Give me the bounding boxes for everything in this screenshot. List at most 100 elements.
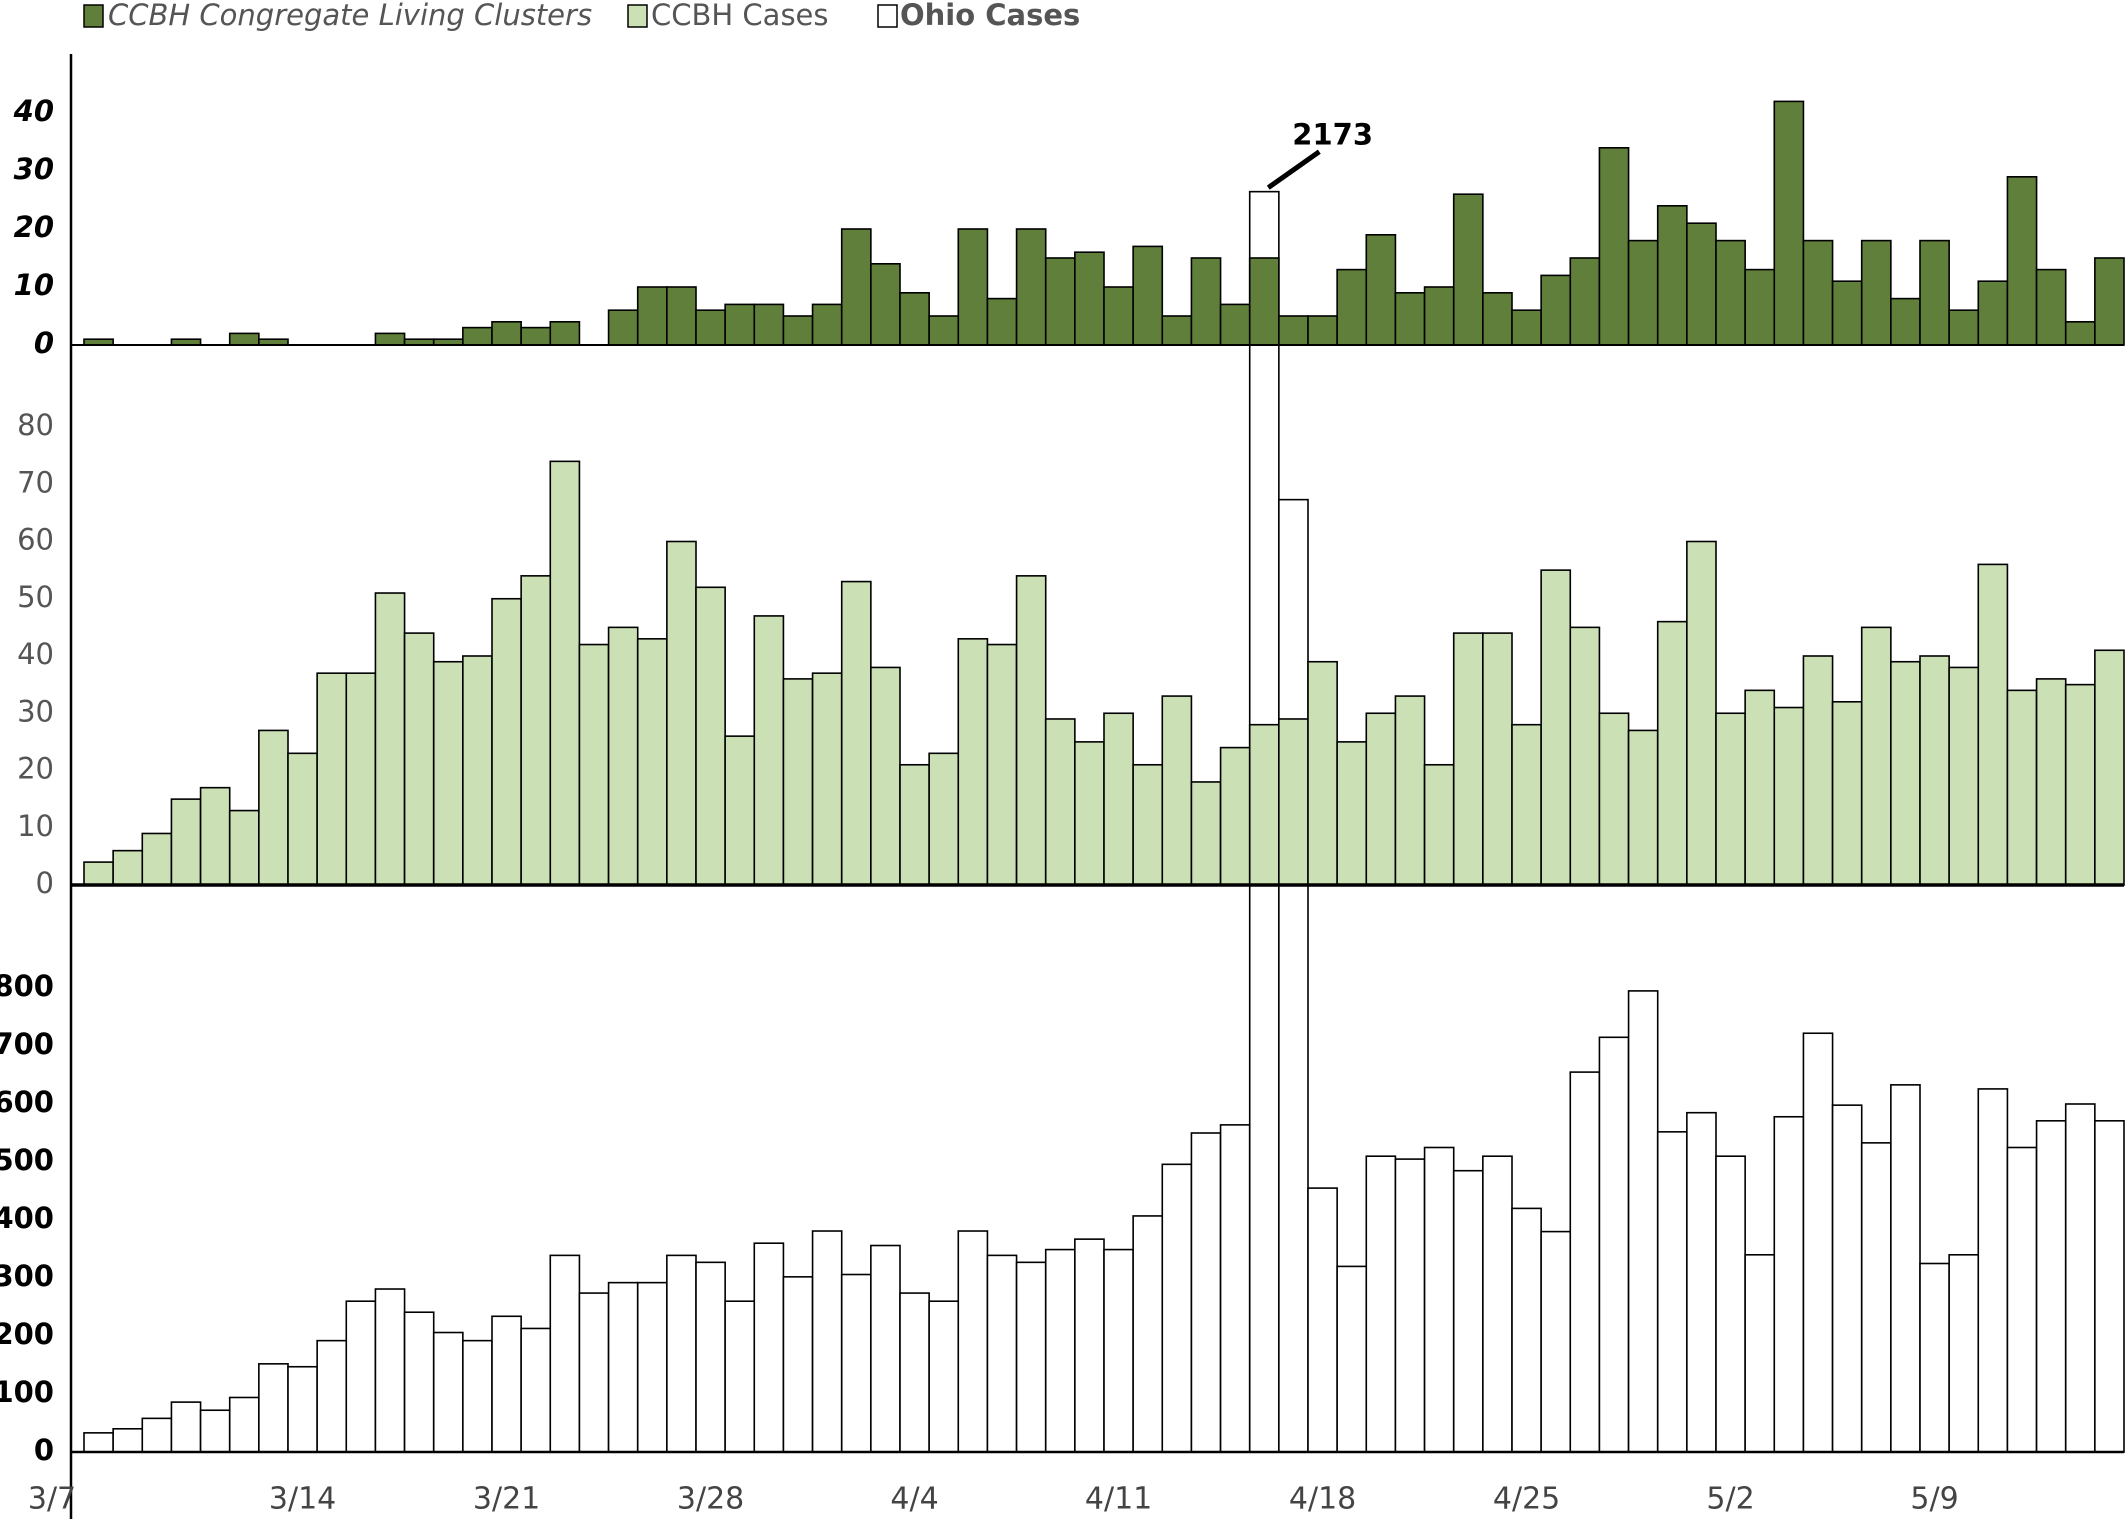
bar xyxy=(724,303,756,346)
bar xyxy=(316,672,348,886)
bar xyxy=(170,1401,202,1453)
bar xyxy=(1307,315,1338,346)
bar xyxy=(2006,689,2038,886)
bar xyxy=(928,752,960,886)
bar xyxy=(1890,1084,1921,1453)
bar xyxy=(1890,660,1921,886)
bar xyxy=(1336,268,1368,346)
bar xyxy=(2094,1120,2125,1453)
bar xyxy=(1365,712,1397,886)
bar xyxy=(432,1331,464,1453)
bar xyxy=(840,580,872,886)
bar xyxy=(695,1261,726,1453)
y-tick-label: 700 xyxy=(0,1027,54,1061)
x-tick-label: 5/2 xyxy=(1706,1482,1754,1517)
y-tick-label: 10 xyxy=(14,268,54,302)
bar xyxy=(1365,1155,1397,1453)
bar xyxy=(199,786,231,886)
bar xyxy=(287,752,318,886)
bar xyxy=(403,1311,435,1453)
x-tick-label: 3/7 xyxy=(28,1482,76,1517)
bar xyxy=(1686,222,1717,346)
bar xyxy=(2064,320,2096,346)
y-tick-label: 50 xyxy=(17,580,54,614)
y-tick-label: 800 xyxy=(0,969,54,1003)
bar xyxy=(1190,1132,1222,1453)
bar xyxy=(1278,498,1309,1453)
bar xyxy=(1802,1032,1834,1453)
bar xyxy=(1423,1146,1455,1453)
bar xyxy=(199,1409,231,1453)
bar xyxy=(1744,689,1776,886)
bar xyxy=(870,262,901,346)
bar xyxy=(782,678,814,886)
bar xyxy=(811,672,843,886)
bar xyxy=(1482,632,1513,886)
bar xyxy=(2094,649,2125,886)
bar xyxy=(112,849,144,886)
data-label: 2173 xyxy=(1292,118,1373,152)
bar xyxy=(1074,741,1105,886)
bar xyxy=(636,286,668,346)
bar xyxy=(1569,257,1601,346)
bar xyxy=(753,615,785,886)
bar xyxy=(1132,245,1164,346)
bar xyxy=(345,1300,377,1453)
legend-label: CCBH Congregate Living Clusters xyxy=(108,0,592,32)
bar xyxy=(1103,286,1134,346)
y-tick-label: 80 xyxy=(17,408,54,442)
bar xyxy=(1394,695,1426,886)
bar xyxy=(1219,303,1251,346)
bar xyxy=(83,1432,114,1453)
y-tick-label: 10 xyxy=(17,809,54,843)
bar xyxy=(1336,741,1368,886)
bar xyxy=(228,332,260,346)
bar xyxy=(1919,1262,1950,1453)
bar xyxy=(957,1230,989,1453)
bar xyxy=(695,309,726,346)
bar xyxy=(666,1254,697,1453)
bar xyxy=(636,638,668,886)
bar xyxy=(899,763,930,886)
bar xyxy=(170,798,202,886)
bar xyxy=(578,643,610,886)
bar xyxy=(491,320,522,346)
bar xyxy=(1744,268,1776,346)
bar xyxy=(1423,286,1455,346)
bar xyxy=(2035,1120,2067,1453)
x-tick-label: 3/21 xyxy=(473,1482,540,1517)
bar xyxy=(83,861,114,886)
bar xyxy=(1511,309,1542,346)
bar xyxy=(1919,239,1950,346)
bar xyxy=(462,326,493,346)
bar xyxy=(258,729,289,886)
bar xyxy=(141,832,173,886)
bar xyxy=(1773,706,1805,886)
bar xyxy=(1627,990,1659,1453)
bar xyxy=(1890,297,1921,346)
bar xyxy=(316,1339,348,1453)
bar xyxy=(1831,1104,1863,1453)
bar xyxy=(957,228,989,346)
bar xyxy=(374,1288,406,1453)
legend-swatch xyxy=(877,4,898,28)
bar xyxy=(1540,569,1572,886)
y-tick-label: 0 xyxy=(34,1433,54,1467)
bar xyxy=(1656,205,1688,346)
bar xyxy=(1744,1254,1776,1453)
bar xyxy=(1977,563,2009,886)
x-tick-label: 3/28 xyxy=(677,1482,744,1517)
bar xyxy=(957,638,989,886)
bar xyxy=(1540,274,1572,346)
bar xyxy=(1103,712,1134,886)
bar xyxy=(228,809,260,886)
bar xyxy=(1015,575,1047,886)
bar xyxy=(549,460,581,886)
bar xyxy=(695,586,726,886)
bar xyxy=(1161,695,1193,886)
bar xyxy=(287,1365,318,1453)
bar xyxy=(2064,683,2096,886)
y-tick-label: 200 xyxy=(0,1317,54,1351)
bar xyxy=(549,320,581,346)
